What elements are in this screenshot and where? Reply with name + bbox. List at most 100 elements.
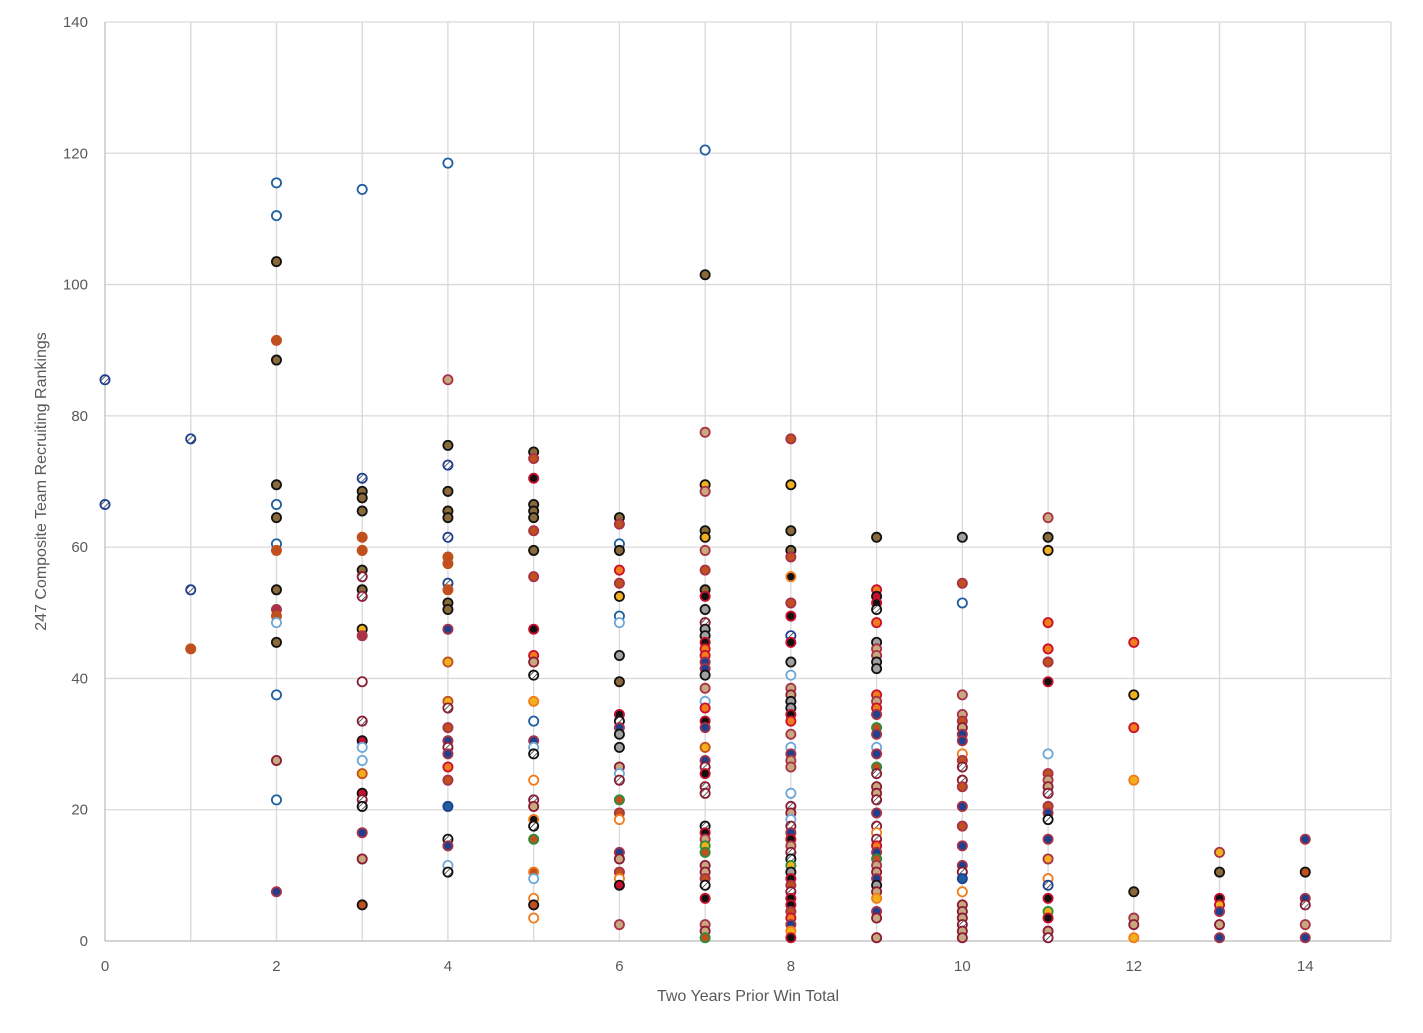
data-point <box>356 899 368 911</box>
data-point <box>1299 932 1311 944</box>
data-point <box>956 735 968 747</box>
data-point <box>956 932 968 944</box>
x-tick-label: 8 <box>787 958 795 975</box>
data-point <box>1042 787 1054 799</box>
y-tick-labels: 0 20 40 60 80 100 120 140 <box>63 14 88 950</box>
data-point <box>356 571 368 583</box>
data-point <box>270 479 282 491</box>
data-point <box>699 590 711 602</box>
data-point <box>1042 531 1054 543</box>
data-point <box>785 610 797 622</box>
data-point <box>1042 892 1054 904</box>
data-point <box>528 571 540 583</box>
data-point <box>1214 846 1226 858</box>
data-point <box>613 853 625 865</box>
data-point <box>442 761 454 773</box>
data-point <box>356 754 368 766</box>
data-point <box>528 833 540 845</box>
data-point <box>699 544 711 556</box>
data-point <box>356 630 368 642</box>
data-point <box>699 932 711 944</box>
data-point <box>528 453 540 465</box>
data-point <box>699 702 711 714</box>
data-point <box>270 754 282 766</box>
data-point <box>1128 932 1140 944</box>
data-point <box>699 604 711 616</box>
data-point <box>1042 833 1054 845</box>
data-point <box>528 715 540 727</box>
data-point <box>613 577 625 589</box>
data-point <box>1042 932 1054 944</box>
data-point <box>442 459 454 471</box>
data-point <box>528 525 540 537</box>
data-point <box>442 531 454 543</box>
data-point <box>1128 919 1140 931</box>
data-point <box>785 932 797 944</box>
data-point <box>442 840 454 852</box>
data-point <box>785 551 797 563</box>
data-point <box>956 820 968 832</box>
data-point <box>1299 899 1311 911</box>
data-point <box>442 439 454 451</box>
data-point <box>613 919 625 931</box>
data-point <box>356 472 368 484</box>
y-tick-label: 80 <box>71 408 88 425</box>
x-tick-label: 6 <box>615 958 623 975</box>
data-point <box>1042 617 1054 629</box>
data-point <box>1042 544 1054 556</box>
data-point <box>699 846 711 858</box>
data-point <box>613 649 625 661</box>
data-point <box>871 663 883 675</box>
data-point <box>871 932 883 944</box>
data-point <box>613 544 625 556</box>
x-tick-label: 12 <box>1125 958 1142 975</box>
data-point <box>871 892 883 904</box>
data-point <box>185 643 197 655</box>
data-point <box>1128 722 1140 734</box>
y-tick-label: 140 <box>63 14 88 31</box>
data-point <box>442 623 454 635</box>
data-point <box>528 656 540 668</box>
data-point <box>871 748 883 760</box>
data-point <box>1042 879 1054 891</box>
y-axis-title: 247 Composite Team Recruiting Rankings <box>33 332 50 631</box>
data-point <box>442 656 454 668</box>
data-point <box>1042 656 1054 668</box>
x-axis-title: Two Years Prior Win Total <box>657 988 839 1005</box>
data-points <box>99 144 1311 944</box>
data-point <box>956 761 968 773</box>
data-point <box>699 787 711 799</box>
data-point <box>270 886 282 898</box>
data-point <box>1042 643 1054 655</box>
data-point <box>528 774 540 786</box>
data-point <box>699 879 711 891</box>
data-point <box>528 512 540 524</box>
data-point <box>871 617 883 629</box>
data-point <box>185 433 197 445</box>
data-point <box>1299 866 1311 878</box>
data-point <box>270 177 282 189</box>
data-point <box>1042 853 1054 865</box>
data-point <box>785 597 797 609</box>
data-point <box>956 597 968 609</box>
data-point <box>699 741 711 753</box>
data-point <box>785 636 797 648</box>
data-point <box>956 781 968 793</box>
data-point <box>613 617 625 629</box>
data-point <box>699 564 711 576</box>
data-point <box>1214 866 1226 878</box>
y-tick-label: 20 <box>71 802 88 819</box>
data-point <box>871 531 883 543</box>
data-point <box>956 873 968 885</box>
data-point <box>270 334 282 346</box>
data-point <box>1214 919 1226 931</box>
data-point <box>442 512 454 524</box>
data-point <box>356 590 368 602</box>
data-point <box>699 768 711 780</box>
data-point <box>356 544 368 556</box>
data-point <box>871 794 883 806</box>
data-point <box>785 669 797 681</box>
y-tick-label: 0 <box>80 933 88 950</box>
data-point <box>356 505 368 517</box>
